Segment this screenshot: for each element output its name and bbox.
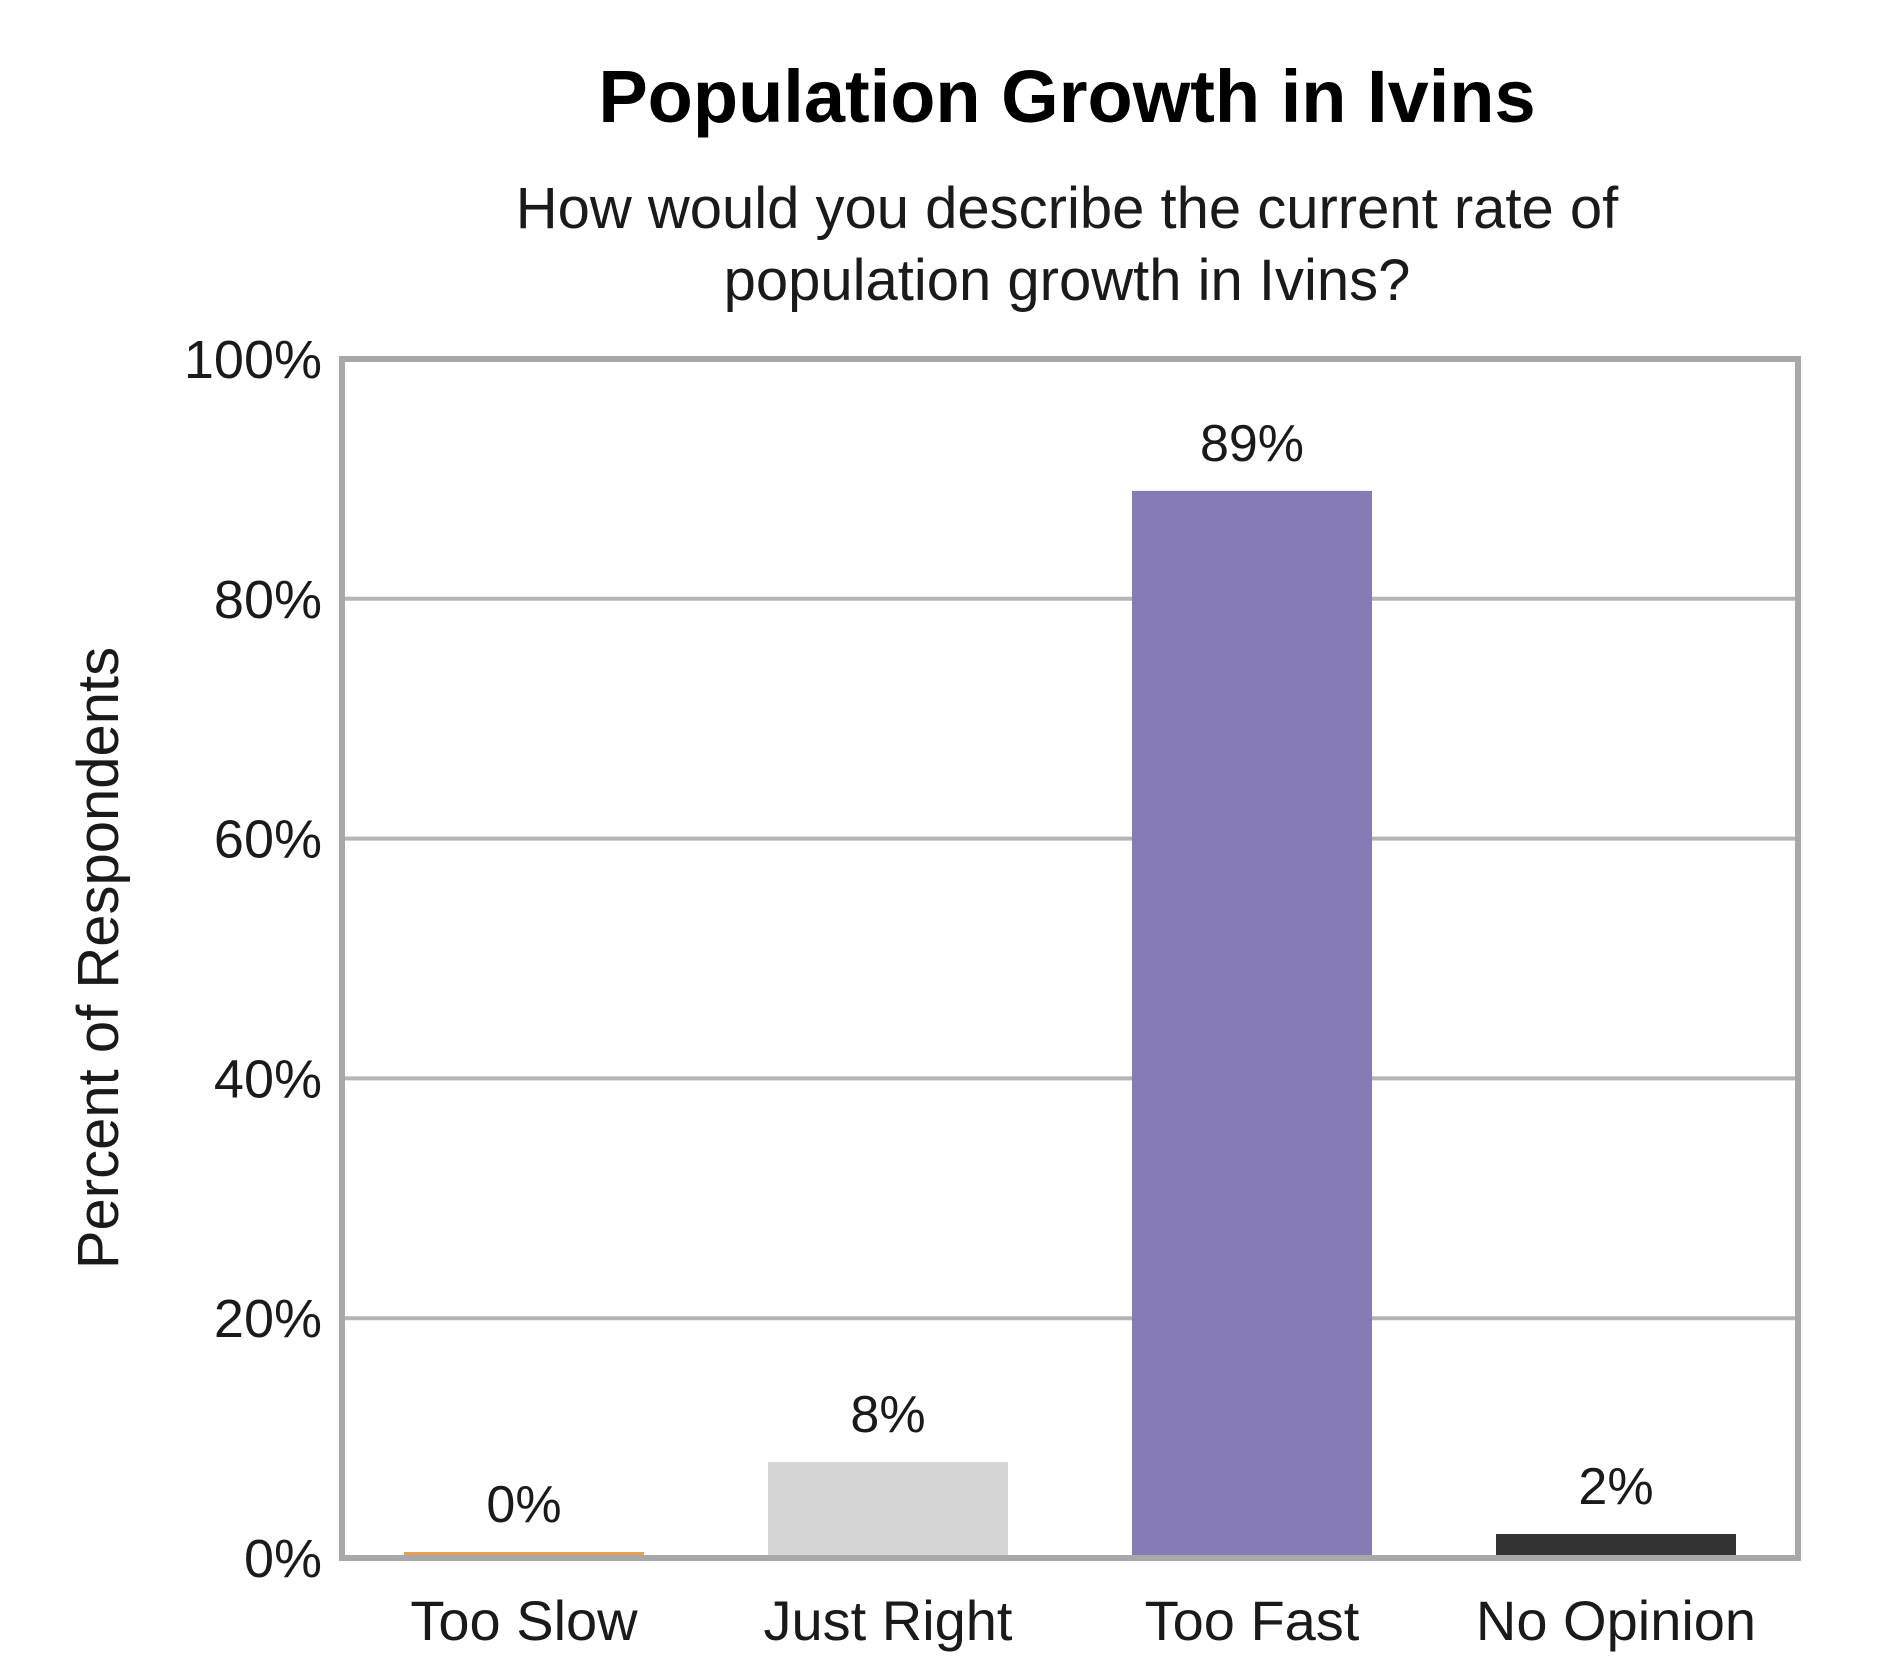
data-label: 89% [1200,415,1304,473]
x-category-label: Just Right [764,1589,1013,1652]
bars [404,490,1736,1558]
y-tick-label: 100% [184,330,322,390]
chart-subtitle-line-2: population growth in Ivins? [724,248,1411,313]
y-tick-label: 0% [244,1529,322,1589]
x-axis-categories: Too Slow Just Right Too Fast No Opinion [410,1589,1756,1652]
x-category-label: Too Fast [1145,1589,1360,1652]
chart-title: Population Growth in Ivins [598,55,1535,138]
bar-no-opinion [1496,1534,1736,1558]
data-labels: 0% 8% 89% 2% [486,415,1653,1534]
y-tick-label: 80% [214,570,322,630]
chart-subtitle-line-1: How would you describe the current rate … [516,176,1619,241]
bar-just-right [768,1462,1008,1558]
data-label: 8% [850,1386,925,1444]
y-tick-label: 60% [214,810,322,870]
bar-too-fast [1132,490,1372,1558]
plot-frame [339,356,1801,1561]
data-label: 0% [486,1476,561,1534]
y-axis-label: Percent of Respondents [66,647,131,1269]
y-axis-ticks: 0% 20% 40% 60% 80% 100% [184,330,322,1589]
gridlines [342,596,1798,1321]
data-label: 2% [1578,1458,1653,1516]
y-tick-label: 20% [214,1289,322,1349]
x-category-label: Too Slow [410,1589,638,1652]
x-category-label: No Opinion [1476,1589,1756,1652]
y-tick-label: 40% [214,1049,322,1109]
